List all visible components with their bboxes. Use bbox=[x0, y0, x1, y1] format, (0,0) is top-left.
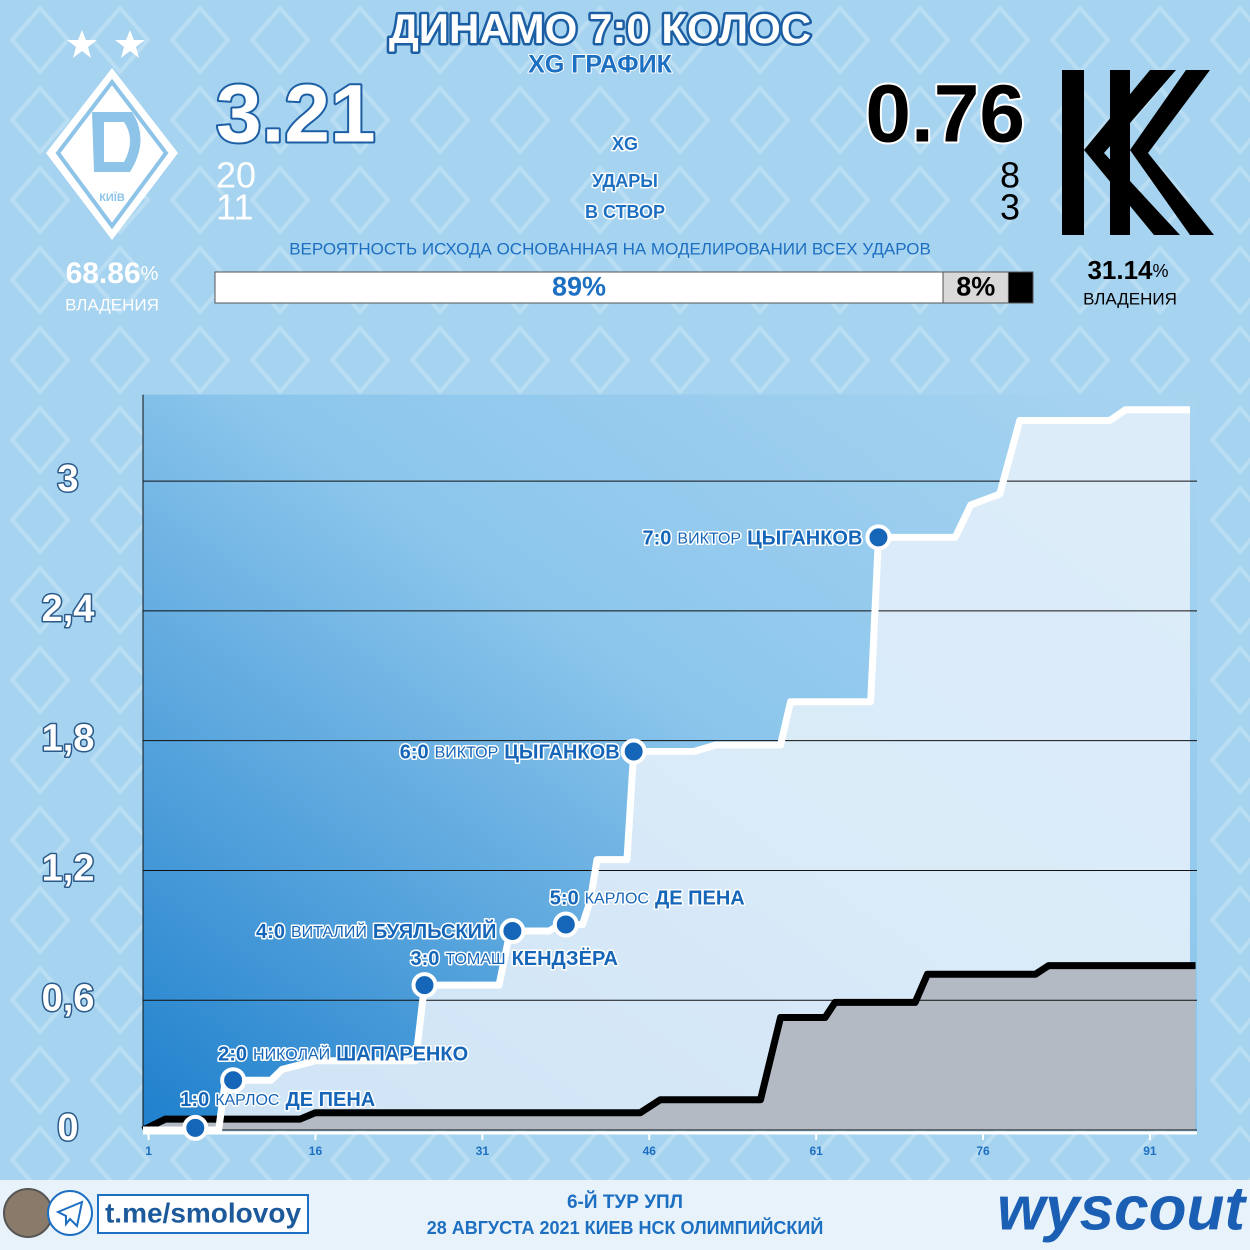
round: 6-Й ТУР УПЛ bbox=[567, 1191, 683, 1213]
y-tick-label: 2,4 bbox=[42, 588, 95, 630]
away-on-target: 3 bbox=[1000, 187, 1020, 228]
y-tick-label: 0,6 bbox=[42, 977, 95, 1019]
goal-first-name: ВИТАЛИЙ bbox=[291, 922, 367, 941]
goal-score: 3:0 bbox=[410, 948, 439, 970]
goal-last-name: ШАПАРЕНКО bbox=[336, 1044, 468, 1066]
x-tick-label: 46 bbox=[643, 1144, 657, 1158]
line bbox=[143, 406, 1190, 1134]
goal-marker bbox=[620, 738, 647, 765]
goal-label: 5:0 КАРЛОС ДЕ ПЕНА bbox=[550, 888, 745, 910]
home-possession-unit: % bbox=[141, 263, 159, 285]
brand: wyscout bbox=[997, 1174, 1247, 1243]
channel-box[interactable] bbox=[97, 1194, 309, 1234]
goal-marker bbox=[552, 911, 579, 938]
goal-first-name: КАРЛОС bbox=[585, 891, 649, 908]
home-xg: 3.21 bbox=[216, 69, 376, 160]
away-possession-value: 31.14 bbox=[1087, 255, 1153, 285]
area bbox=[143, 965, 1196, 1130]
away-logo bbox=[1062, 70, 1214, 235]
away-shots: 8 bbox=[1000, 155, 1020, 196]
probability-segment bbox=[214, 271, 944, 304]
x-tick-label: 76 bbox=[976, 1144, 990, 1158]
goal-label: 2:0 НИКОЛАЙ ШАПАРЕНКО bbox=[218, 1044, 468, 1066]
avatar bbox=[3, 1188, 53, 1238]
goal-last-name: КЕНДЗЁРА bbox=[512, 947, 618, 970]
goal-last-name: БУЯЛЬСКИЙ bbox=[373, 919, 497, 943]
goal-score: 2:0 bbox=[218, 1044, 247, 1066]
stat-label: XG bbox=[612, 134, 638, 154]
goal-last-name: ЦЫГАНКОВ bbox=[504, 742, 619, 764]
probability-segment bbox=[942, 271, 1009, 304]
telegram-plane bbox=[55, 1200, 84, 1229]
probability-bar: 89% 8% bbox=[214, 271, 1034, 304]
goal-marker bbox=[182, 1114, 209, 1141]
y-tick-label: 3 bbox=[57, 458, 78, 500]
goal-first-name: НИКОЛАЙ bbox=[253, 1044, 330, 1063]
home-possession-value: 68.86 bbox=[66, 257, 141, 290]
line bbox=[141, 962, 1196, 1134]
goal-label: 7:0 ВИКТОР ЦЫГАНКОВ bbox=[642, 528, 862, 550]
goal-label: 1:0 КАРЛОС ДЕ ПЕНА bbox=[180, 1089, 375, 1111]
x-tick-label: 1 bbox=[145, 1144, 152, 1158]
probability-title: ВЕРОЯТНОСТЬ ИСХОДА ОСНОВАННАЯ НА МОДЕЛИР… bbox=[289, 239, 931, 258]
stat-label: В СТВОР bbox=[585, 202, 665, 222]
away-possession-unit: % bbox=[1153, 261, 1169, 281]
home-logo: КИЇВ bbox=[46, 30, 178, 240]
goal-score: 7:0 bbox=[642, 528, 671, 550]
goal-first-name: КАРЛОС bbox=[215, 1092, 279, 1109]
goal-first-name: ВИКТОР bbox=[677, 531, 741, 548]
goal-label: 4:0 ВИТАЛИЙ БУЯЛЬСКИЙ bbox=[256, 919, 496, 943]
subtitle: XG ГРАФИК bbox=[528, 51, 672, 79]
probability-label: 8% bbox=[956, 272, 995, 302]
area bbox=[143, 409, 1190, 1130]
goal-marker bbox=[865, 524, 892, 551]
title: ДИНАМО 7:0 КОЛОС bbox=[389, 5, 811, 52]
probability-segment bbox=[1007, 271, 1034, 304]
x-tick-label: 61 bbox=[809, 1144, 823, 1158]
chart: 00,61,21,82,431 16 31 46 61 76 911:0 КАРЛОС ДЕ П… bbox=[40, 394, 1197, 1158]
goal-first-name: ТОМАШ bbox=[445, 951, 505, 968]
channel[interactable]: t.me/smolovoy bbox=[105, 1197, 301, 1228]
x-tick-label: 31 bbox=[476, 1144, 490, 1158]
goal-last-name: ДЕ ПЕНА bbox=[655, 888, 745, 910]
goal-marker bbox=[411, 972, 438, 999]
goal-score: 6:0 bbox=[400, 742, 429, 764]
possession-label: ВЛАДЕНИЯ bbox=[65, 295, 159, 314]
goal-last-name: ЦЫГАНКОВ bbox=[747, 528, 862, 550]
away-possession: 31.14% bbox=[1087, 255, 1168, 285]
x-tick-label: 16 bbox=[309, 1144, 323, 1158]
telegram-icon bbox=[47, 1190, 93, 1236]
x-tick-label: 91 bbox=[1143, 1144, 1157, 1158]
home-logo-text: КИЇВ bbox=[99, 191, 125, 204]
home-shots: 20 bbox=[216, 155, 256, 196]
goal-first-name: ВИКТОР bbox=[435, 745, 499, 762]
y-tick-label: 1,8 bbox=[42, 718, 95, 760]
goal-score: 4:0 bbox=[256, 921, 285, 943]
goal-label: 3:0 ТОМАШ КЕНДЗЁРА bbox=[410, 947, 618, 970]
away-xg: 0.76 bbox=[865, 69, 1025, 160]
goal-score: 1:0 bbox=[180, 1089, 209, 1111]
match-info: 28 АВГУСТА 2021 КИЕВ НСК ОЛИМПИЙСКИЙ bbox=[427, 1217, 824, 1238]
home-possession: 68.86% bbox=[66, 257, 159, 290]
y-tick-label: 0 bbox=[57, 1107, 78, 1149]
goal-label: 6:0 ВИКТОР ЦЫГАНКОВ bbox=[400, 742, 620, 764]
y-tick-label: 1,2 bbox=[42, 847, 95, 889]
possession-label: ВЛАДЕНИЯ bbox=[1083, 289, 1177, 308]
probability-label: 89% bbox=[552, 272, 606, 302]
home-on-target: 11 bbox=[216, 187, 253, 228]
goal-last-name: ДЕ ПЕНА bbox=[285, 1089, 375, 1111]
goal-marker bbox=[499, 918, 526, 945]
goal-score: 5:0 bbox=[550, 888, 579, 910]
goal-marker bbox=[220, 1067, 247, 1094]
stat-label: УДАРЫ bbox=[592, 171, 658, 191]
